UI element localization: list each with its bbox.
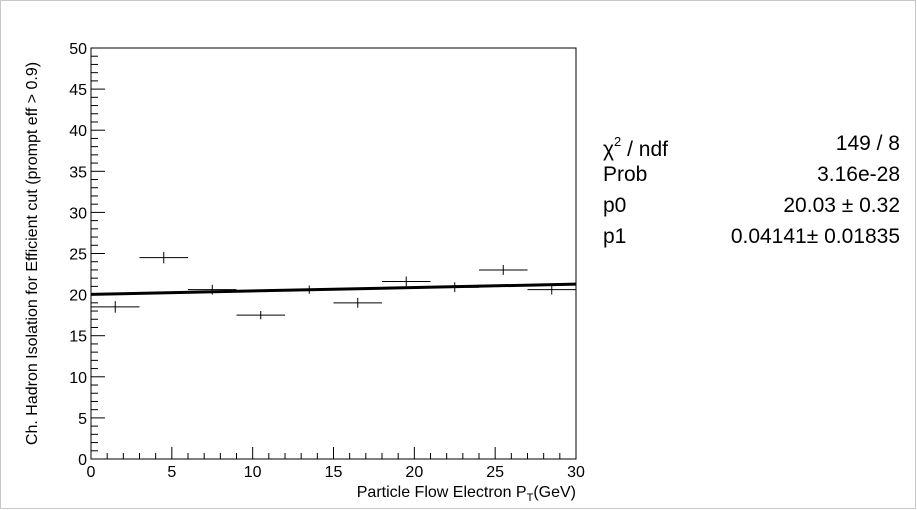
x-tick-label: 15 — [325, 464, 343, 481]
y-tick-label: 35 — [69, 164, 87, 181]
x-axis-label-main: Particle Flow Electron P — [357, 484, 527, 501]
data-point — [236, 311, 285, 320]
x-tick-label: 0 — [87, 464, 96, 481]
y-axis-label: Ch. Hadron Isolation for Efficient cut (… — [24, 62, 41, 445]
stat-row-p0: p0 20.03 ± 0.32 — [603, 190, 900, 221]
data-point — [139, 251, 188, 264]
y-tick-label: 15 — [69, 329, 87, 346]
stat-name-p1: p1 — [603, 225, 627, 248]
stat-name-p0: p0 — [603, 194, 627, 217]
x-tick-label: 25 — [486, 464, 504, 481]
y-tick-label: 25 — [69, 247, 87, 264]
y-tick-label: 50 — [69, 41, 87, 58]
stat-value-p0: 20.03 ± 0.32 — [783, 194, 900, 217]
stat-row-prob: Prob 3.16e-28 — [603, 159, 900, 190]
stat-value-p1: 0.04141± 0.01835 — [730, 225, 900, 248]
x-axis-label-unit: (GeV) — [533, 484, 576, 501]
x-tick-label: 10 — [244, 464, 262, 481]
y-tick-label: 30 — [69, 205, 87, 222]
x-axis-label-subscript: T — [527, 492, 534, 504]
stat-name-chi2: χ2 / ndf — [603, 134, 668, 161]
stat-value-prob: 3.16e-28 — [817, 163, 900, 186]
fit-stats-box: χ2 / ndf 149 / 8 Prob 3.16e-28 p0 20.03 … — [603, 128, 900, 252]
x-tick-label: 20 — [405, 464, 423, 481]
stat-value-chi2: 149 / 8 — [835, 132, 900, 155]
axes: 0 5 10 15 20 25 30 35 40 45 50 0 5 10 15 20 25 30 — [69, 41, 585, 481]
x-axis-label: Particle Flow Electron PT(GeV) — [357, 484, 576, 504]
stat-name-prob: Prob — [603, 163, 648, 186]
y-tick-label: 20 — [69, 288, 87, 305]
data-point — [527, 284, 576, 295]
y-tick-label: 5 — [78, 411, 87, 428]
data-point — [382, 276, 431, 287]
y-tick-label: 40 — [69, 123, 87, 140]
x-tick-label: 5 — [167, 464, 176, 481]
fit-line — [90, 282, 577, 296]
data-point — [333, 297, 382, 308]
x-tick-label: 30 — [567, 464, 585, 481]
y-tick-label: 10 — [69, 370, 87, 387]
data-point — [91, 301, 140, 313]
data-point — [479, 265, 528, 275]
stat-row-chi2: χ2 / ndf 149 / 8 — [603, 128, 900, 161]
stat-row-p1: p1 0.04141± 0.01835 — [603, 221, 900, 252]
y-tick-label: 0 — [78, 452, 87, 469]
y-tick-label: 45 — [69, 82, 87, 99]
